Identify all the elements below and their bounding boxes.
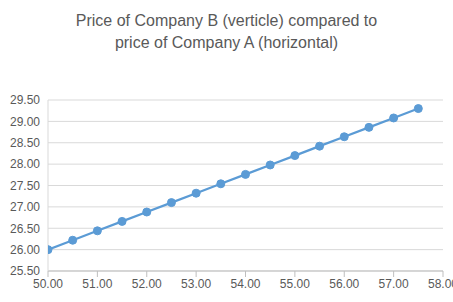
svg-text:58.00: 58.00 (428, 277, 445, 291)
html-text:Price of Company B (verticle): Price of Company B (verticle) compared t… (75, 12, 378, 51)
svg-text:27.50: 27.50 (10, 179, 40, 193)
svg-text:50.00: 50.00 (33, 277, 63, 291)
svg-text:55.00: 55.00 (280, 277, 310, 291)
svg-text:29.50: 29.50 (10, 93, 40, 107)
svg-text:27.00: 27.00 (10, 200, 40, 214)
svg-text:56.00: 56.00 (329, 277, 359, 291)
svg-text:54.00: 54.00 (230, 277, 260, 291)
svg-text:26.00: 26.00 (10, 243, 40, 257)
svg-text:25.50: 25.50 (10, 264, 40, 278)
svg-text:57.00: 57.00 (379, 277, 409, 291)
svg-text:52.00: 52.00 (132, 277, 162, 291)
svg-text:28.00: 28.00 (10, 157, 40, 171)
svg-text:53.00: 53.00 (181, 277, 211, 291)
svg-text:26.50: 26.50 (10, 222, 40, 236)
svg-text:28.50: 28.50 (10, 136, 40, 150)
svg-text:29.00: 29.00 (10, 115, 40, 129)
svg-text:51.00: 51.00 (82, 277, 112, 291)
